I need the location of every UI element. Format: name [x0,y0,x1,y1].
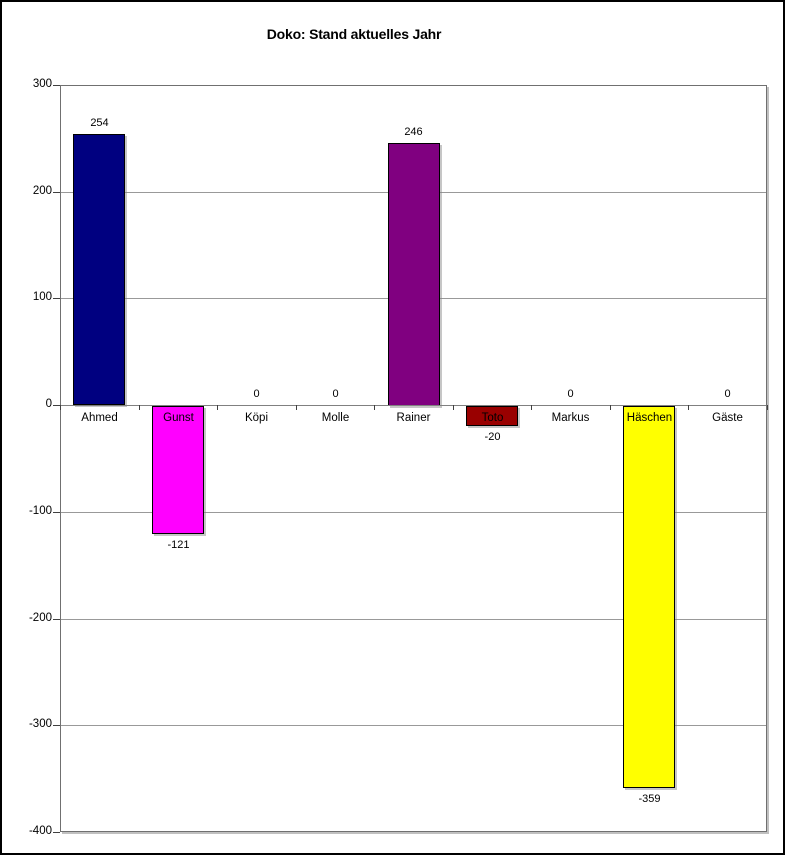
bar-value-label: -121 [167,539,190,551]
x-axis-tick [296,405,297,410]
bar-value-label: 246 [404,126,423,138]
bar-toto [466,406,518,426]
bar-value-label: -359 [638,793,661,805]
category-label: Ahmed [81,412,118,424]
gridline [61,512,766,513]
x-axis-tick [60,405,61,410]
y-axis-tick [53,192,60,193]
x-axis-tick [688,405,689,410]
x-axis-tick [531,405,532,410]
bar-h-schen [623,406,675,788]
category-label: Toto [481,412,504,424]
y-axis-tick [53,405,60,406]
y-axis-tick [53,725,60,726]
y-axis-tick-label: -300 [28,718,52,730]
y-axis-tick-label: -400 [28,825,52,837]
y-axis-tick-label: -200 [28,612,52,624]
bar-value-label: 0 [567,388,574,400]
category-label: Gunst [163,412,194,424]
category-label: Gäste [712,412,743,424]
bar-value-label: 254 [90,117,109,129]
x-axis-tick [139,405,140,410]
bar-value-label: 0 [724,388,731,400]
y-axis-tick-label: 200 [32,185,52,197]
category-label: Molle [321,412,350,424]
bar-ahmed [73,134,125,405]
bar-value-label: 0 [332,388,339,400]
bar-value-label: -20 [484,431,501,443]
bar-rainer [388,143,440,406]
gridline [61,405,766,406]
x-axis-tick [610,405,611,410]
category-label: Häschen [626,412,673,424]
gridline [61,619,766,620]
category-label: Köpi [244,412,269,424]
y-axis-tick [53,512,60,513]
y-axis-tick [53,619,60,620]
chart-title: Doko: Stand aktuelles Jahr [266,26,442,42]
y-axis-tick [53,832,60,833]
y-axis-tick [53,85,60,86]
y-axis-tick-label: 100 [32,291,52,303]
y-axis-tick-label: 300 [32,78,52,90]
y-axis-tick [53,298,60,299]
x-axis-tick [767,405,768,410]
bar-value-label: 0 [253,388,260,400]
bar-gunst [152,406,204,534]
category-label: Rainer [396,412,431,424]
y-axis-tick-label: -100 [28,505,52,517]
x-axis-tick [453,405,454,410]
y-axis-tick-label: 0 [45,398,52,410]
x-axis-tick [217,405,218,410]
category-label: Markus [551,412,590,424]
gridline [61,725,766,726]
x-axis-tick [374,405,375,410]
